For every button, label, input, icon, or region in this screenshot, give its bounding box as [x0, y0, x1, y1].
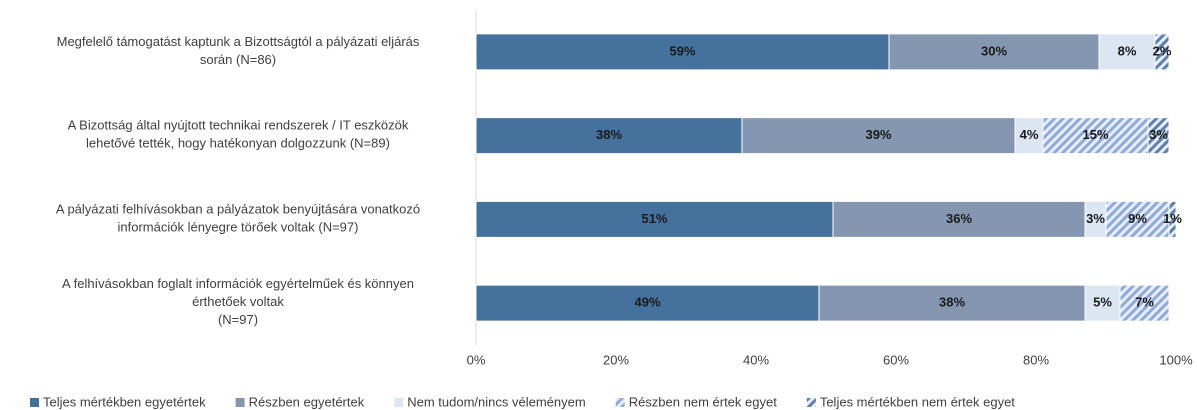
- value-label: 5%: [1093, 295, 1112, 310]
- legend-label: Nem tudom/nincs véleményem: [407, 394, 585, 409]
- value-label: 8%: [1118, 43, 1137, 58]
- bar-segment: [1168, 200, 1177, 238]
- value-label: 30%: [981, 43, 1007, 58]
- value-label: 4%: [1020, 127, 1039, 142]
- bar-segment: [475, 117, 743, 155]
- value-label: 3%: [1149, 127, 1168, 142]
- value-label: 38%: [596, 127, 622, 142]
- x-tick-label: 80%: [1023, 352, 1049, 367]
- legend-label: Részben nem értek egyet: [629, 394, 778, 409]
- bar-segment: [1084, 284, 1121, 322]
- legend-swatch: [615, 398, 625, 407]
- legend-swatch: [806, 398, 816, 407]
- bar-segment: [1154, 33, 1170, 71]
- value-label: 39%: [865, 127, 891, 142]
- bar-segment: [832, 200, 1086, 238]
- value-label: 3%: [1086, 211, 1105, 226]
- category-label: A Bizottság által nyújtott technikai ren…: [68, 118, 409, 151]
- x-tick-label: 60%: [883, 352, 909, 367]
- legend-swatch: [235, 398, 245, 407]
- bar-segment: [888, 33, 1100, 71]
- value-label: 38%: [939, 295, 965, 310]
- bar-segment: [475, 284, 820, 322]
- value-label: 49%: [634, 295, 660, 310]
- value-label: 2%: [1153, 43, 1172, 58]
- category-label: A felhívásokban foglalt információk egyé…: [62, 277, 414, 328]
- value-label: 51%: [641, 211, 667, 226]
- value-label: 36%: [946, 211, 972, 226]
- legend-swatch: [394, 398, 404, 407]
- x-tick-label: 100%: [1159, 352, 1193, 367]
- x-tick-label: 40%: [743, 352, 769, 367]
- x-tick-label: 20%: [603, 352, 629, 367]
- category-label: A pályázati felhívásokban a pályázatok b…: [56, 202, 420, 235]
- bar-segment: [818, 284, 1086, 322]
- category-label: Megfelelő támogatást kaptunk a Bizottság…: [57, 34, 420, 67]
- value-label: 59%: [669, 43, 695, 58]
- value-label: 7%: [1135, 295, 1154, 310]
- bar-segment: [1119, 284, 1170, 322]
- value-label: 9%: [1128, 211, 1147, 226]
- legend-label: Teljes mértékben nem értek egyet: [820, 394, 1015, 409]
- bar-segment: [741, 117, 1016, 155]
- legend-label: Teljes mértékben egyetértek: [43, 394, 206, 409]
- legend-swatch: [30, 398, 39, 407]
- bar-segment: [1147, 117, 1170, 155]
- bar-segment: [1098, 33, 1156, 71]
- x-tick-label: 0%: [467, 352, 486, 367]
- value-label: 1%: [1163, 211, 1182, 226]
- bar-segment: [1014, 117, 1044, 155]
- value-label: 15%: [1082, 127, 1108, 142]
- bar-segment: [1105, 200, 1170, 238]
- legend-label: Részben egyetértek: [249, 394, 365, 409]
